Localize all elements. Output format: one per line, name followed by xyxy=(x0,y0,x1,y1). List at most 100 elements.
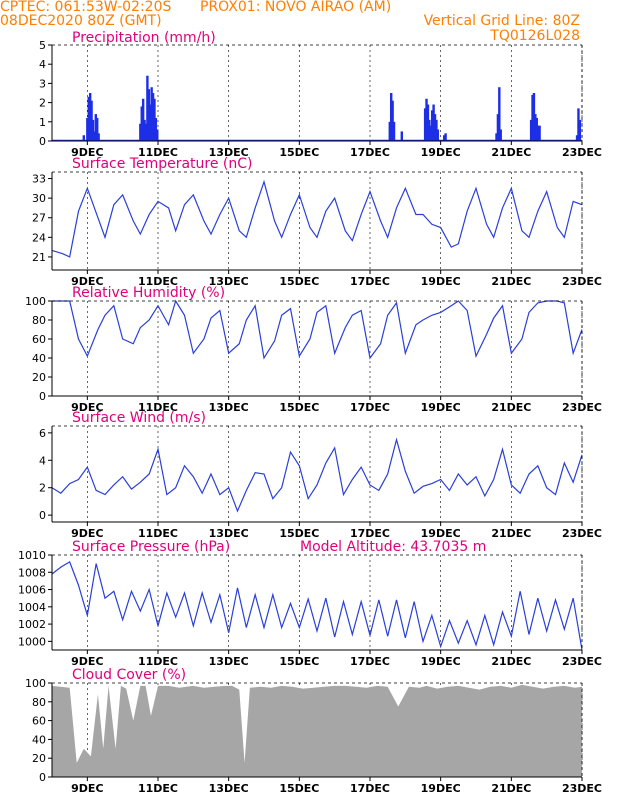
y-tick-label: 80 xyxy=(32,696,46,709)
precip-bar xyxy=(144,123,148,141)
header: CPTEC: 061:53W-02:20S PROX01: NOVO AIRAO… xyxy=(0,0,618,46)
series-line xyxy=(51,179,583,258)
series-line xyxy=(52,299,583,360)
panel-title: Surface Pressure (hPa) xyxy=(72,539,230,555)
x-tick-label: 15DEC xyxy=(279,655,319,668)
panel-title: Surface Wind (m/s) xyxy=(72,410,206,426)
x-tick-label: 11DEC xyxy=(138,275,178,288)
y-tick-label: 30 xyxy=(32,192,46,205)
precip-bar xyxy=(432,104,435,141)
y-tick-label: 4 xyxy=(39,58,46,71)
header-init-time: 08DEC2020 80Z (GMT) xyxy=(0,13,162,29)
x-tick-label: 19DEC xyxy=(421,655,461,668)
x-tick-label: 19DEC xyxy=(421,401,461,414)
precip-bar xyxy=(435,119,438,141)
precip-bar xyxy=(495,133,498,141)
y-tick-label: 27 xyxy=(32,212,46,225)
precip-bar xyxy=(498,87,501,141)
precip-bar xyxy=(496,114,500,141)
precip-bar xyxy=(82,135,85,141)
precip-bar xyxy=(578,119,582,141)
x-tick-label: 23DEC xyxy=(562,401,602,414)
x-tick-label: 11DEC xyxy=(138,401,178,414)
x-tick-label: 17DEC xyxy=(350,146,390,159)
x-tick-label: 11DEC xyxy=(138,782,178,795)
x-tick-label: 15DEC xyxy=(279,782,319,795)
precip-bar xyxy=(428,119,431,141)
precip-bar xyxy=(90,100,93,141)
precip-bar xyxy=(429,125,432,141)
x-tick-label: 21DEC xyxy=(491,527,531,540)
panel-2: Relative Humidity (%) 0 20 40 60 80 100 9DEC 11D… xyxy=(25,285,602,414)
precip-bar xyxy=(140,106,143,141)
x-tick-label: 23DEC xyxy=(562,782,602,795)
cloud-area xyxy=(52,684,582,777)
precip-bar xyxy=(391,100,394,141)
x-tick-label: 17DEC xyxy=(350,655,390,668)
precip-bar xyxy=(426,104,430,141)
precip-bar xyxy=(143,119,146,141)
x-tick-label: 17DEC xyxy=(350,782,390,795)
panel-1: Surface Temperature (nC) 21 24 27 30 33 9DEC 11… xyxy=(32,156,602,288)
precip-bar xyxy=(93,131,96,141)
y-tick-label: 20 xyxy=(32,752,46,765)
precip-bar xyxy=(536,125,540,141)
precip-bar xyxy=(529,119,533,141)
precip-bar xyxy=(430,110,434,141)
series-line xyxy=(51,561,583,651)
precip-bar xyxy=(86,117,89,141)
precip-bar xyxy=(532,93,536,141)
x-tick-label: 9DEC xyxy=(71,655,103,668)
x-tick-label: 11DEC xyxy=(138,146,178,159)
x-tick-label: 9DEC xyxy=(71,782,103,795)
y-tick-label: 1006 xyxy=(18,584,46,597)
x-tick-label: 19DEC xyxy=(421,146,461,159)
x-tick-label: 13DEC xyxy=(209,146,249,159)
x-tick-label: 15DEC xyxy=(279,275,319,288)
y-tick-label: 0 xyxy=(39,771,46,784)
precip-bar xyxy=(534,114,537,141)
panel-title: Surface Temperature (nC) xyxy=(72,156,253,172)
precip-bar xyxy=(444,133,447,141)
precip-bar xyxy=(150,87,153,141)
panel-title: Precipitation (mm/h) xyxy=(72,30,216,46)
y-tick-label: 21 xyxy=(32,251,46,264)
precip-bar xyxy=(390,93,393,141)
precip-bar xyxy=(91,119,95,141)
x-tick-label: 13DEC xyxy=(209,527,249,540)
y-tick-label: 100 xyxy=(25,295,46,308)
x-tick-label: 23DEC xyxy=(562,655,602,668)
y-tick-label: 0 xyxy=(39,135,46,148)
precip-bar xyxy=(423,108,427,141)
precip-bar xyxy=(153,98,156,141)
panel-4: Surface Pressure (hPa) Model Altitude: 43… xyxy=(18,539,602,668)
panel-3: Surface Wind (m/s) 0 2 4 6 9DEC 11DEC 13DEC 15DE… xyxy=(39,410,602,540)
precip-bar xyxy=(425,98,428,141)
x-tick-label: 13DEC xyxy=(209,782,249,795)
x-tick-label: 15DEC xyxy=(279,146,319,159)
precip-bar xyxy=(139,123,142,141)
x-tick-label: 9DEC xyxy=(71,527,103,540)
precip-bar xyxy=(147,89,151,141)
x-tick-label: 17DEC xyxy=(350,527,390,540)
y-tick-label: 40 xyxy=(32,733,46,746)
precip-bar xyxy=(400,131,403,141)
y-tick-label: 80 xyxy=(32,314,46,327)
precip-bar xyxy=(97,133,100,141)
precip-bar xyxy=(151,93,155,141)
precip-bar xyxy=(577,108,580,141)
y-tick-label: 1 xyxy=(39,116,46,129)
y-tick-label: 60 xyxy=(32,715,46,728)
panel-title: Relative Humidity (%) xyxy=(72,285,225,301)
x-tick-label: 17DEC xyxy=(350,401,390,414)
precip-bar xyxy=(436,129,440,141)
x-tick-label: 21DEC xyxy=(491,146,531,159)
y-tick-label: 20 xyxy=(32,371,46,384)
x-tick-label: 11DEC xyxy=(138,527,178,540)
precip-bar xyxy=(87,96,90,141)
precip-bar xyxy=(499,129,502,141)
x-tick-label: 21DEC xyxy=(491,782,531,795)
y-tick-label: 5 xyxy=(39,39,46,52)
x-tick-label: 15DEC xyxy=(279,527,319,540)
